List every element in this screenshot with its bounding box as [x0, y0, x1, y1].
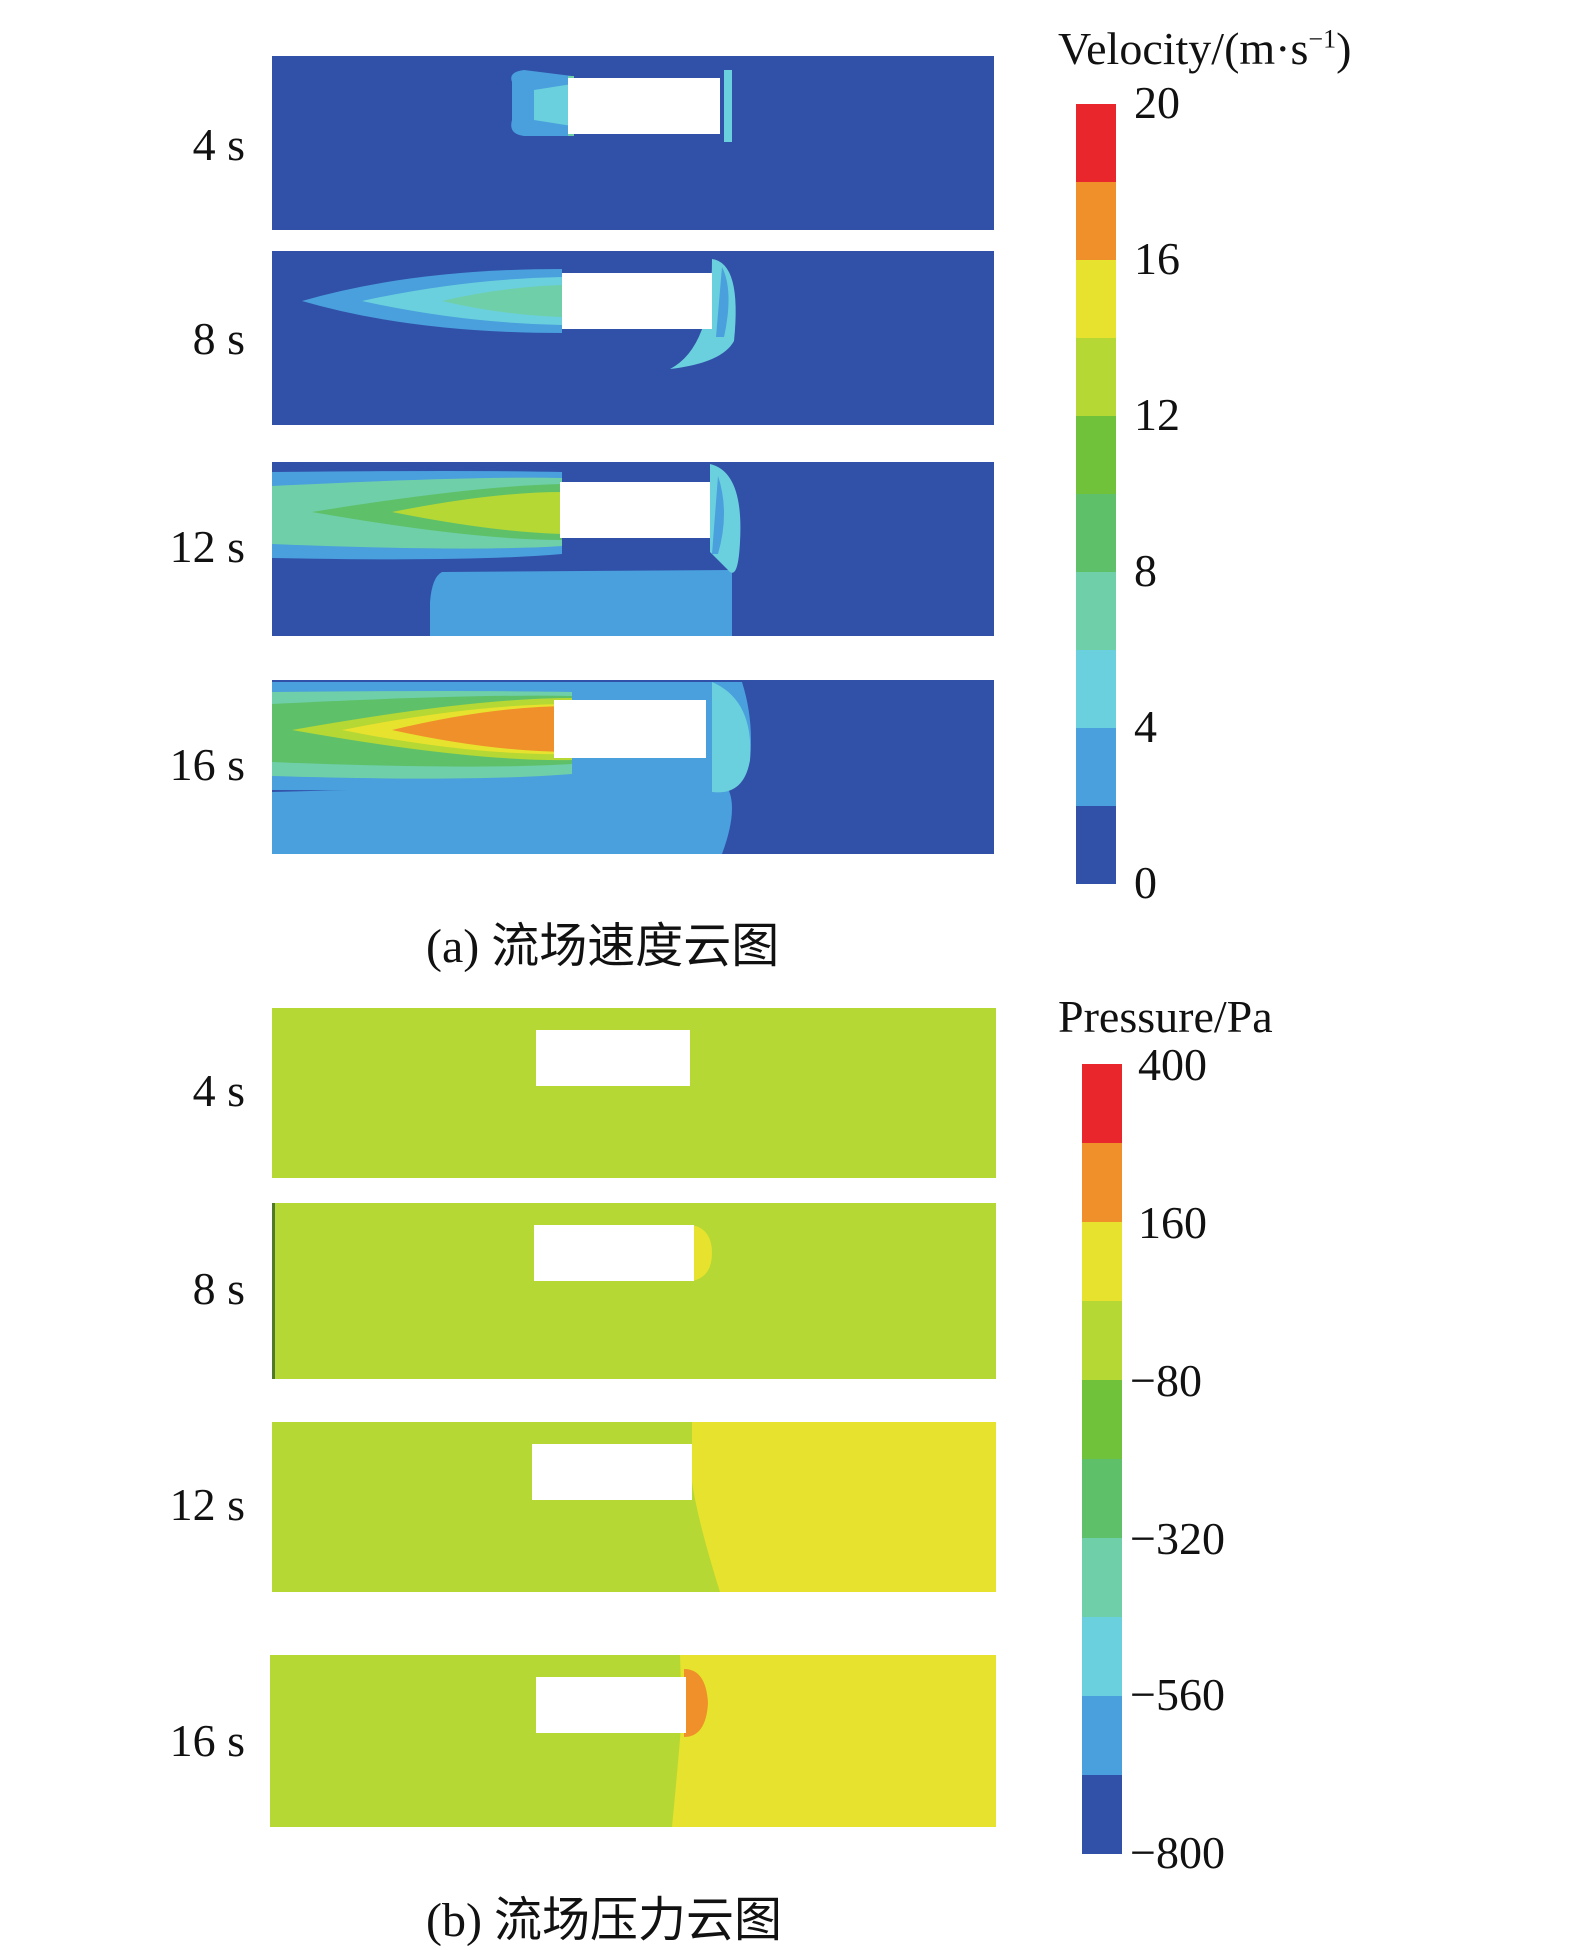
row-label-8s-a: 8 s	[192, 313, 245, 364]
velocity-colorbar	[1076, 104, 1116, 889]
pressure-panel-16s	[270, 1655, 996, 1827]
velocity-panel-8s	[272, 251, 994, 425]
pressure-colorbar-title: Pressure/Pa	[1058, 991, 1273, 1042]
pressure-panel-4s	[272, 1008, 996, 1178]
velocity-panel-4s	[272, 56, 994, 230]
pressure-panel-8s	[272, 1203, 996, 1379]
velocity-colorbar-bands	[1076, 104, 1116, 884]
row-label-12s-a: 12 s	[169, 521, 245, 572]
velocity-tick-12: 12	[1134, 389, 1180, 440]
velocity-colorbar-title: Velocity/(m·s−1)	[1058, 23, 1352, 74]
row-label-12s-b: 12 s	[169, 1479, 245, 1530]
figure-b-caption: (b) 流场压力云图	[426, 1894, 782, 1947]
pressure-tick-neg320: −320	[1130, 1513, 1225, 1564]
pressure-tick-400: 400	[1138, 1039, 1207, 1090]
pressure-tick-160: 160	[1138, 1197, 1207, 1248]
pressure-tick-neg80: −80	[1130, 1355, 1202, 1406]
velocity-tick-20: 20	[1134, 77, 1180, 128]
velocity-tick-8: 8	[1134, 545, 1157, 596]
velocity-panel-12s	[272, 462, 994, 636]
row-label-4s-a: 4 s	[192, 119, 245, 170]
velocity-tick-0: 0	[1134, 857, 1157, 908]
pressure-colorbar	[1082, 1064, 1122, 1859]
velocity-tick-4: 4	[1134, 701, 1157, 752]
row-label-4s-b: 4 s	[192, 1065, 245, 1116]
pressure-tick-neg560: −560	[1130, 1669, 1225, 1720]
row-label-16s-b: 16 s	[169, 1715, 245, 1766]
row-label-16s-a: 16 s	[169, 739, 245, 790]
pressure-tick-neg800: −800	[1130, 1827, 1225, 1878]
pressure-colorbar-bands	[1082, 1064, 1122, 1854]
velocity-tick-16: 16	[1134, 233, 1180, 284]
pressure-panel-12s	[272, 1422, 996, 1592]
row-label-8s-b: 8 s	[192, 1263, 245, 1314]
velocity-panel-16s	[272, 680, 994, 854]
figure-a-caption: (a) 流场速度云图	[426, 920, 780, 973]
